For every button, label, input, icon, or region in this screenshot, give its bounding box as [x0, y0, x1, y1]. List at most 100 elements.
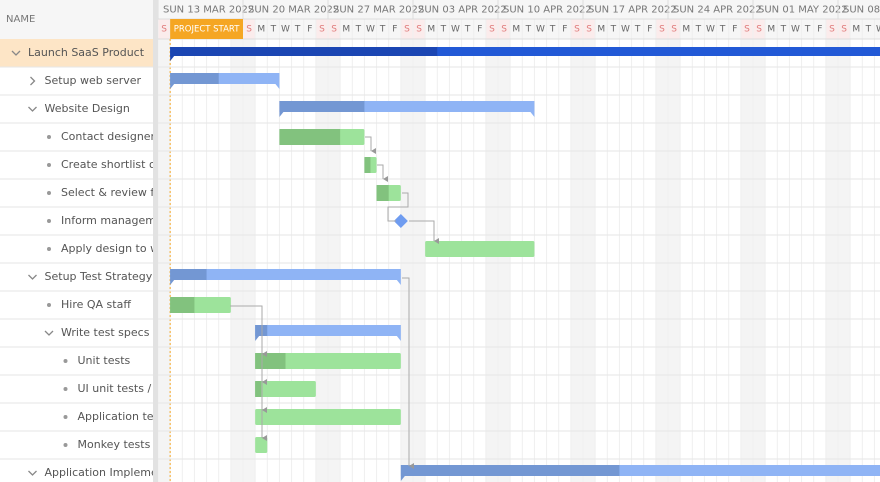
week-label: SUN 20 MAR 2022 [248, 5, 339, 16]
summary-tip [170, 280, 175, 285]
collapse-icon[interactable] [44, 330, 54, 336]
day-label: S [586, 25, 592, 35]
day-label: T [379, 25, 386, 35]
summary-progress [255, 325, 268, 336]
task-progress [170, 297, 195, 313]
task-name[interactable]: Application test [78, 410, 165, 423]
week-label: SUN 01 MAY 2022 [758, 5, 848, 16]
collapse-icon[interactable] [28, 470, 37, 476]
summary-progress [170, 269, 207, 280]
week-label: SUN 10 APR 2022 [503, 5, 592, 16]
bullet [63, 415, 68, 419]
day-label: W [621, 25, 630, 35]
task-bar[interactable] [255, 409, 401, 425]
task-progress [255, 353, 286, 369]
summary-bar[interactable] [279, 101, 535, 112]
weekend-header [753, 19, 766, 39]
task-name[interactable]: Inform manageme [61, 214, 163, 227]
expand-icon[interactable] [30, 76, 36, 86]
task-name[interactable]: Application Implemen [45, 466, 165, 479]
task-bar[interactable] [255, 381, 316, 397]
day-label: S [416, 25, 422, 35]
weekend-header [655, 19, 668, 39]
weekend-column [498, 39, 511, 482]
bullet [47, 219, 51, 223]
task-progress [364, 157, 371, 173]
task-name[interactable]: Write test specs [61, 326, 150, 339]
milestone[interactable] [393, 214, 408, 228]
summary-bar[interactable] [400, 465, 880, 476]
day-label: M [427, 25, 435, 35]
summary-progress [400, 465, 620, 476]
summary-bar[interactable] [255, 325, 401, 336]
task-name[interactable]: Apply design to we [61, 242, 166, 255]
splitter[interactable] [153, 0, 158, 482]
weekend-header [400, 19, 413, 39]
week-label: SUN 17 APR 2022 [588, 5, 677, 16]
day-label: T [634, 25, 641, 35]
task-name[interactable]: Contact designers [61, 130, 161, 143]
day-label: S [319, 25, 325, 35]
summary-bar[interactable] [170, 73, 280, 84]
task-name[interactable]: Create shortlist of t [61, 158, 168, 171]
day-label: S [671, 25, 677, 35]
summary-tip [279, 112, 284, 117]
day-label: F [477, 25, 482, 35]
weekend-header [583, 19, 596, 39]
day-label: M [767, 25, 775, 35]
bullet [47, 247, 51, 251]
collapse-icon[interactable] [11, 50, 21, 56]
task-progress [279, 129, 341, 145]
day-label: S [659, 25, 665, 35]
day-label: S [246, 25, 252, 35]
weekend-column [400, 39, 413, 482]
task-name[interactable]: Monkey tests [78, 438, 151, 451]
day-label: T [695, 25, 702, 35]
collapse-icon[interactable] [28, 274, 37, 280]
summary-progress [170, 47, 438, 56]
weekend-column [740, 39, 753, 482]
weekend-header [498, 19, 511, 39]
day-label: S [501, 25, 507, 35]
task-bar[interactable] [255, 353, 401, 369]
task-name[interactable]: Hire QA staff [61, 298, 131, 311]
summary-tip [170, 84, 175, 89]
day-label: T [525, 25, 532, 35]
day-label: W [791, 25, 800, 35]
task-progress [255, 381, 262, 397]
bullet [63, 359, 68, 363]
weekend-column [158, 39, 171, 482]
task-name[interactable]: Select & review fina [61, 186, 171, 199]
day-label: T [440, 25, 447, 35]
task-name[interactable]: Launch SaaS Product [28, 46, 145, 59]
dependencies [230, 136, 439, 469]
day-label: T [549, 25, 556, 35]
task-name[interactable]: Unit tests [78, 354, 131, 367]
weekend-header [668, 19, 681, 39]
task-name[interactable]: UI unit tests / in [78, 382, 165, 395]
day-label: S [404, 25, 410, 35]
summary-bar[interactable] [170, 47, 880, 56]
summary-progress [170, 73, 219, 84]
selected-row[interactable] [0, 39, 155, 67]
day-label: F [647, 25, 652, 35]
bullet [63, 443, 68, 447]
week-label: SUN 08 MAY 2022 [843, 5, 880, 16]
day-label: T [610, 25, 617, 35]
weekend-header [740, 19, 753, 39]
summary-bar[interactable] [170, 269, 401, 280]
task-name[interactable]: Setup Test Strategy [45, 270, 153, 283]
task-bar[interactable] [425, 241, 535, 257]
name-column-header: NAME [6, 14, 35, 25]
task-name[interactable]: Website Design [45, 102, 130, 115]
day-label: M [597, 25, 605, 35]
project-start-label: PROJECT START [174, 25, 240, 35]
weekend-header [328, 19, 341, 39]
task-bar[interactable] [255, 437, 268, 453]
weekend-column [485, 39, 498, 482]
day-label: F [817, 25, 822, 35]
task-name[interactable]: Setup web server [45, 74, 142, 87]
weekend-column [583, 39, 596, 482]
collapse-icon[interactable] [28, 106, 37, 112]
weekend-header [570, 19, 583, 39]
